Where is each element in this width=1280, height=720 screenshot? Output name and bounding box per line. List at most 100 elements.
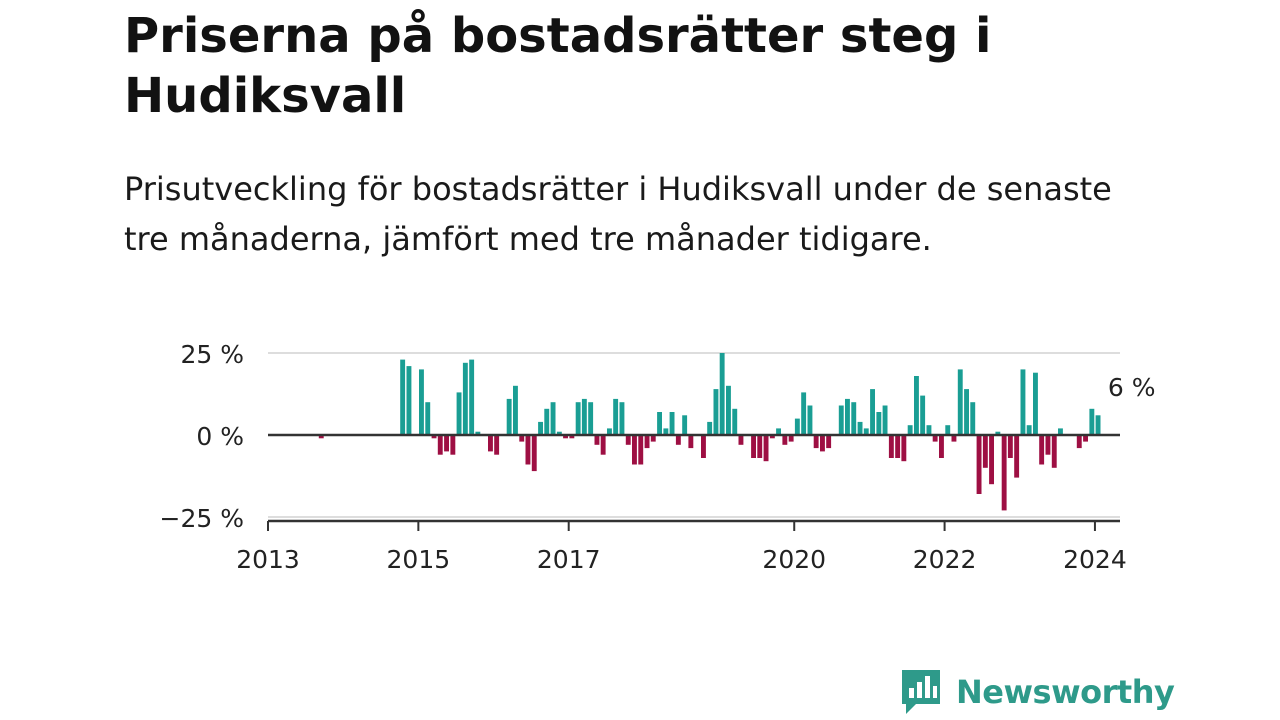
bar bbox=[863, 428, 869, 435]
bar bbox=[857, 421, 863, 435]
bar bbox=[989, 435, 994, 485]
bar bbox=[1020, 369, 1026, 435]
bar bbox=[920, 395, 926, 435]
bar bbox=[701, 435, 706, 458]
y-tick-label: 25 % bbox=[180, 340, 244, 369]
x-tick-label: 2015 bbox=[387, 545, 451, 574]
bar bbox=[538, 421, 543, 435]
bar bbox=[650, 435, 656, 442]
bar bbox=[939, 435, 944, 458]
newsworthy-logo-text: Newsworthy bbox=[956, 673, 1175, 711]
bar bbox=[419, 369, 424, 435]
newsworthy-logo: Newsworthy bbox=[900, 668, 1175, 716]
bar bbox=[494, 435, 500, 455]
bar bbox=[732, 408, 738, 435]
bar bbox=[1033, 372, 1038, 435]
bar bbox=[845, 398, 850, 435]
bar bbox=[663, 428, 669, 435]
bar bbox=[776, 428, 781, 435]
bar bbox=[475, 431, 481, 435]
bar bbox=[1014, 435, 1020, 478]
chart-title: Priserna på bostadsrätter steg i Hudiksv… bbox=[124, 8, 992, 124]
bar bbox=[531, 435, 537, 472]
axes bbox=[267, 433, 1120, 531]
bar bbox=[763, 435, 769, 462]
bar bbox=[594, 435, 600, 445]
bar bbox=[820, 435, 825, 452]
bar bbox=[901, 435, 907, 462]
bar bbox=[932, 435, 938, 442]
bar bbox=[794, 418, 800, 435]
bar bbox=[550, 402, 556, 435]
bar bbox=[581, 398, 587, 435]
y-tick-label: 0 % bbox=[196, 422, 244, 451]
bar bbox=[957, 369, 963, 435]
bar bbox=[450, 435, 456, 455]
bar bbox=[1076, 435, 1082, 449]
x-tick-label: 2017 bbox=[537, 545, 601, 574]
bar bbox=[751, 435, 756, 458]
bar bbox=[669, 412, 675, 435]
bar bbox=[1095, 415, 1101, 435]
bar bbox=[644, 435, 650, 449]
bar bbox=[506, 398, 512, 435]
bar bbox=[807, 405, 813, 435]
bar bbox=[488, 435, 493, 452]
bar bbox=[876, 412, 882, 435]
bar bbox=[976, 435, 982, 494]
bar bbox=[757, 435, 763, 458]
bar bbox=[1007, 435, 1013, 458]
bar bbox=[888, 435, 894, 458]
bar bbox=[1083, 435, 1088, 442]
bar bbox=[813, 435, 819, 449]
bar bbox=[713, 389, 719, 435]
bar bbox=[738, 435, 744, 445]
bar bbox=[588, 402, 594, 435]
bar bbox=[945, 425, 951, 435]
y-tick-label: −25 % bbox=[160, 504, 244, 533]
bar bbox=[882, 405, 888, 435]
bar bbox=[851, 402, 857, 435]
bar bbox=[970, 402, 976, 435]
bar bbox=[425, 402, 431, 435]
tick-labels: 25 % 0 % −25 % 2013 2015 2017 2020 2022 2024 6 % bbox=[160, 340, 1156, 574]
last-value-annotation: 6 % bbox=[1108, 373, 1156, 402]
bar bbox=[1039, 435, 1045, 465]
bar bbox=[519, 435, 525, 442]
bar bbox=[801, 392, 807, 435]
bar bbox=[914, 376, 919, 435]
newsworthy-logo-icon bbox=[902, 670, 940, 714]
bar bbox=[1001, 435, 1007, 511]
bar bbox=[1045, 435, 1051, 455]
bar bbox=[575, 402, 581, 435]
bar bbox=[437, 435, 443, 455]
bar bbox=[400, 359, 406, 435]
bar bbox=[544, 408, 550, 435]
bar bbox=[431, 435, 437, 439]
bar bbox=[1051, 435, 1057, 468]
bar bbox=[688, 435, 694, 449]
bar bbox=[456, 392, 462, 435]
bar bbox=[569, 435, 575, 439]
bar bbox=[607, 428, 612, 435]
bar bbox=[638, 435, 644, 465]
bar bbox=[600, 435, 606, 455]
bar bbox=[788, 435, 794, 442]
bar bbox=[657, 412, 662, 435]
bar bbox=[1026, 425, 1032, 435]
bar bbox=[513, 385, 518, 435]
x-tick-label: 2013 bbox=[236, 545, 300, 574]
bar bbox=[926, 425, 932, 435]
bar bbox=[719, 353, 725, 435]
bar bbox=[838, 405, 844, 435]
bar bbox=[870, 389, 875, 435]
x-tick-label: 2020 bbox=[762, 545, 826, 574]
bar bbox=[318, 435, 324, 439]
bar bbox=[995, 431, 1001, 435]
bar bbox=[462, 362, 468, 435]
bar bbox=[895, 435, 901, 458]
bar bbox=[525, 435, 531, 465]
bar bbox=[632, 435, 637, 465]
bar bbox=[556, 431, 562, 435]
